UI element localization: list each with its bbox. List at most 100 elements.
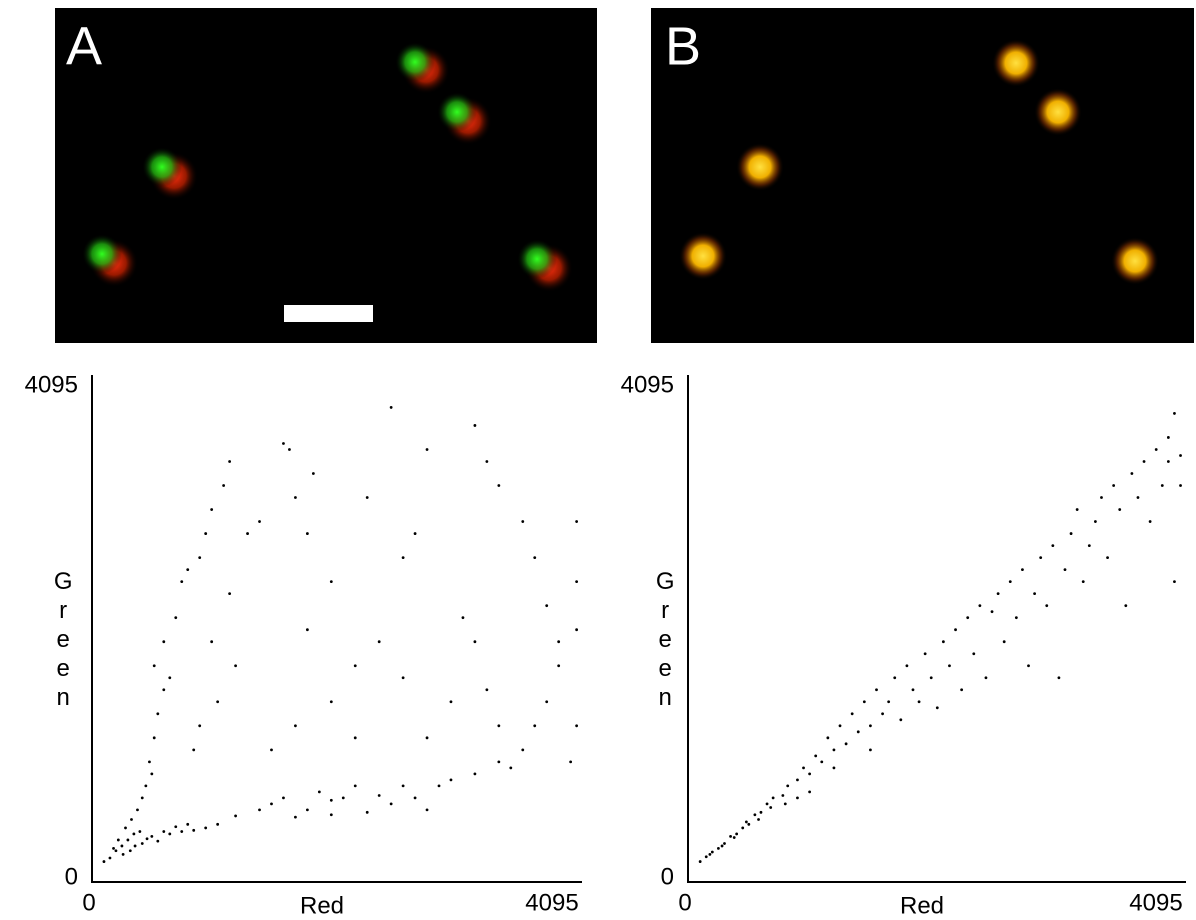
data-point (1130, 472, 1134, 475)
data-point (1021, 568, 1024, 572)
x-tick-label: 0 (678, 889, 691, 916)
data-point (140, 796, 144, 800)
data-point (1039, 556, 1043, 560)
data-point (771, 796, 775, 800)
data-point (875, 688, 878, 692)
data-point (905, 664, 909, 668)
data-point (413, 796, 417, 800)
data-point (575, 628, 579, 632)
data-point (509, 766, 513, 770)
data-point (720, 844, 724, 848)
data-point (204, 826, 208, 830)
data-point (258, 808, 261, 812)
data-point (329, 813, 333, 817)
data-point (744, 820, 748, 824)
data-point (120, 844, 124, 848)
data-point (765, 802, 769, 806)
y-tick-label: 4095 (621, 371, 674, 398)
data-point (1179, 484, 1182, 487)
data-point (258, 520, 261, 523)
data-point (832, 766, 836, 770)
data-point (174, 616, 178, 620)
data-point (747, 822, 751, 826)
data-point (228, 460, 232, 463)
data-point (832, 748, 836, 752)
data-point (710, 850, 714, 854)
data-point (1160, 484, 1164, 487)
data-point (144, 784, 148, 788)
data-point (497, 724, 501, 728)
data-point (1173, 580, 1176, 584)
image-a: A (55, 8, 597, 343)
data-point (557, 640, 561, 644)
data-point (923, 652, 927, 656)
data-point (112, 846, 115, 850)
data-point (102, 860, 106, 863)
data-point (145, 837, 149, 841)
data-point (996, 592, 1000, 596)
data-point (869, 724, 872, 728)
data-point (156, 839, 160, 843)
data-point (294, 496, 297, 499)
data-point (844, 742, 848, 746)
data-point (116, 838, 120, 842)
data-point (1118, 508, 1122, 511)
x-tick-label: 0 (82, 889, 95, 916)
data-point (990, 610, 994, 614)
data-point (838, 724, 842, 728)
scale-bar (284, 305, 373, 322)
data-point (732, 836, 736, 839)
data-point (820, 760, 824, 764)
data-point (401, 676, 405, 680)
data-point (1002, 640, 1006, 644)
data-point (162, 830, 166, 833)
data-point (270, 802, 273, 806)
y-axis-label: Green (652, 568, 679, 713)
data-point (881, 712, 884, 716)
data-point (353, 736, 357, 740)
data-point (708, 852, 712, 856)
data-point (826, 736, 830, 740)
data-point (152, 736, 156, 740)
data-point (850, 712, 854, 716)
data-point (473, 640, 477, 644)
data-point (124, 826, 127, 830)
data-point (294, 724, 297, 728)
data-point (808, 772, 812, 776)
data-point (198, 724, 202, 728)
data-point (966, 616, 970, 620)
data-point (133, 844, 137, 848)
data-point (1051, 544, 1055, 547)
data-point (473, 772, 477, 776)
data-point (150, 834, 154, 838)
data-point (781, 794, 785, 797)
data-point (545, 700, 549, 704)
data-point (329, 700, 333, 704)
data-point (941, 640, 945, 644)
data-point (341, 796, 345, 800)
data-point (437, 784, 441, 788)
data-point (757, 818, 760, 821)
data-point (729, 834, 732, 838)
data-point (723, 842, 726, 845)
data-point (216, 700, 220, 704)
data-point (753, 813, 757, 817)
data-point (1027, 664, 1030, 668)
data-point (935, 706, 939, 710)
data-point (389, 406, 393, 409)
data-point (917, 700, 921, 704)
data-point (929, 676, 933, 680)
data-point (140, 842, 144, 845)
data-point (497, 484, 501, 487)
data-point (353, 784, 357, 788)
data-point (180, 830, 184, 833)
data-point (168, 832, 172, 836)
data-point (521, 748, 525, 752)
scatter-plot: 0 4095 0 4095 Red Green (621, 371, 1186, 919)
data-point (377, 640, 381, 644)
data-point (1166, 436, 1170, 439)
data-point (121, 852, 125, 856)
data-point (1124, 604, 1128, 608)
panel-label: B (665, 16, 701, 76)
